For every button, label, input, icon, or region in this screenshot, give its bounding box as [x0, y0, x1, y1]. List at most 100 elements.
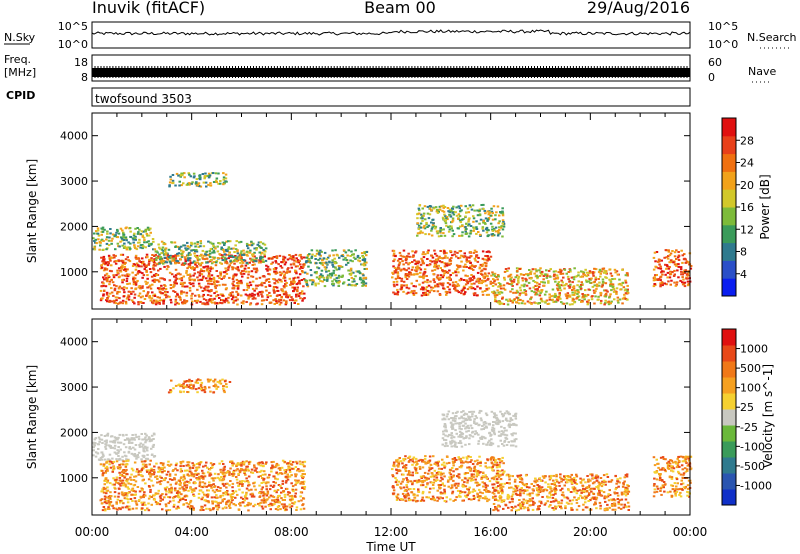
echo-cell — [487, 272, 491, 275]
echo-cell — [300, 256, 303, 258]
echo-cell — [94, 238, 97, 241]
echo-cell — [179, 282, 183, 285]
echo-cell — [190, 261, 193, 264]
echo-cell — [428, 207, 432, 210]
echo-cell — [143, 263, 146, 266]
echo-cell — [674, 284, 678, 287]
echo-cell — [514, 276, 517, 279]
echo-cell — [190, 505, 193, 507]
echo-cell — [240, 273, 243, 276]
echo-cell — [219, 293, 223, 296]
echo-cell — [246, 465, 249, 468]
echo-cell — [200, 286, 203, 289]
echo-cell — [179, 273, 182, 276]
echo-cell — [126, 268, 129, 271]
echo-cell — [155, 274, 158, 276]
echo-cell — [296, 288, 299, 291]
echo-cell — [221, 294, 224, 297]
echo-cell — [127, 487, 130, 490]
echo-cell — [578, 298, 581, 301]
echo-cell — [129, 242, 132, 245]
echo-cell — [243, 499, 246, 502]
echo-cell — [119, 270, 123, 273]
echo-cell — [154, 264, 157, 267]
echo-cell — [129, 247, 132, 250]
echo-cell — [535, 291, 538, 294]
echo-cell — [276, 508, 280, 511]
echo-cell — [174, 384, 178, 387]
echo-cell — [254, 297, 257, 300]
echo-cell — [220, 302, 224, 305]
echo-cell — [434, 474, 438, 477]
echo-cell — [161, 470, 164, 473]
echo-cell — [201, 302, 204, 305]
echo-cell — [206, 471, 210, 474]
echo-cell — [206, 261, 209, 264]
echo-cell — [222, 176, 226, 179]
echo-cell — [439, 257, 443, 259]
echo-cell — [443, 265, 447, 268]
echo-cell — [598, 281, 601, 284]
echo-cell — [271, 465, 274, 468]
echo-cell — [469, 265, 472, 268]
echo-cell — [163, 256, 166, 259]
echo-cell — [198, 262, 202, 265]
echo-cell — [184, 499, 187, 501]
echo-cell — [288, 299, 292, 302]
echo-cell — [196, 261, 199, 264]
echo-cell — [458, 219, 462, 222]
echo-cell — [253, 247, 256, 250]
echo-cell — [511, 284, 514, 287]
echo-cell — [107, 501, 111, 504]
echo-cell — [621, 268, 624, 271]
echo-cell — [132, 437, 136, 440]
echo-cell — [296, 469, 299, 472]
echo-cell — [121, 455, 124, 458]
echo-cell — [486, 275, 489, 278]
echo-cell — [228, 472, 231, 475]
echo-cell — [285, 300, 288, 303]
echo-cell — [207, 254, 211, 257]
echo-cell — [111, 457, 114, 460]
echo-cell — [206, 268, 209, 271]
echo-cell — [196, 382, 200, 384]
echo-cell — [486, 484, 489, 487]
echo-cell — [186, 391, 189, 393]
echo-cell — [104, 447, 108, 450]
echo-cell — [459, 210, 462, 213]
echo-cell — [173, 478, 177, 481]
echo-cell — [154, 279, 157, 282]
echo-cell — [210, 274, 214, 277]
echo-cell — [418, 283, 421, 286]
echo-cell — [282, 299, 286, 302]
echo-cell — [264, 259, 268, 262]
echo-cell — [122, 239, 126, 241]
echo-cell — [172, 290, 175, 293]
echo-cell — [515, 296, 519, 299]
echo-cell — [134, 247, 137, 250]
echo-cell — [278, 303, 282, 306]
echo-cell — [175, 277, 178, 280]
echo-cell — [95, 242, 98, 245]
echo-cell — [282, 255, 285, 258]
echo-cell — [251, 253, 254, 256]
echo-cell — [126, 273, 129, 276]
echo-cell — [233, 262, 236, 265]
echo-cell — [123, 476, 126, 479]
echo-cell — [287, 467, 290, 470]
echo-cell — [98, 440, 101, 443]
echo-cell — [539, 271, 542, 274]
echo-cell — [140, 468, 144, 471]
echo-cell — [188, 289, 192, 292]
echo-cell — [365, 261, 368, 264]
echo-cell — [529, 273, 533, 276]
echo-cell — [232, 491, 235, 494]
echo-cell — [450, 484, 454, 487]
echo-cell — [143, 465, 147, 468]
echo-cell — [177, 507, 181, 509]
echo-cell — [458, 225, 462, 228]
echo-cell — [499, 211, 503, 214]
echo-cell — [617, 301, 620, 304]
echo-cell — [502, 221, 505, 223]
echo-cell — [441, 284, 445, 287]
